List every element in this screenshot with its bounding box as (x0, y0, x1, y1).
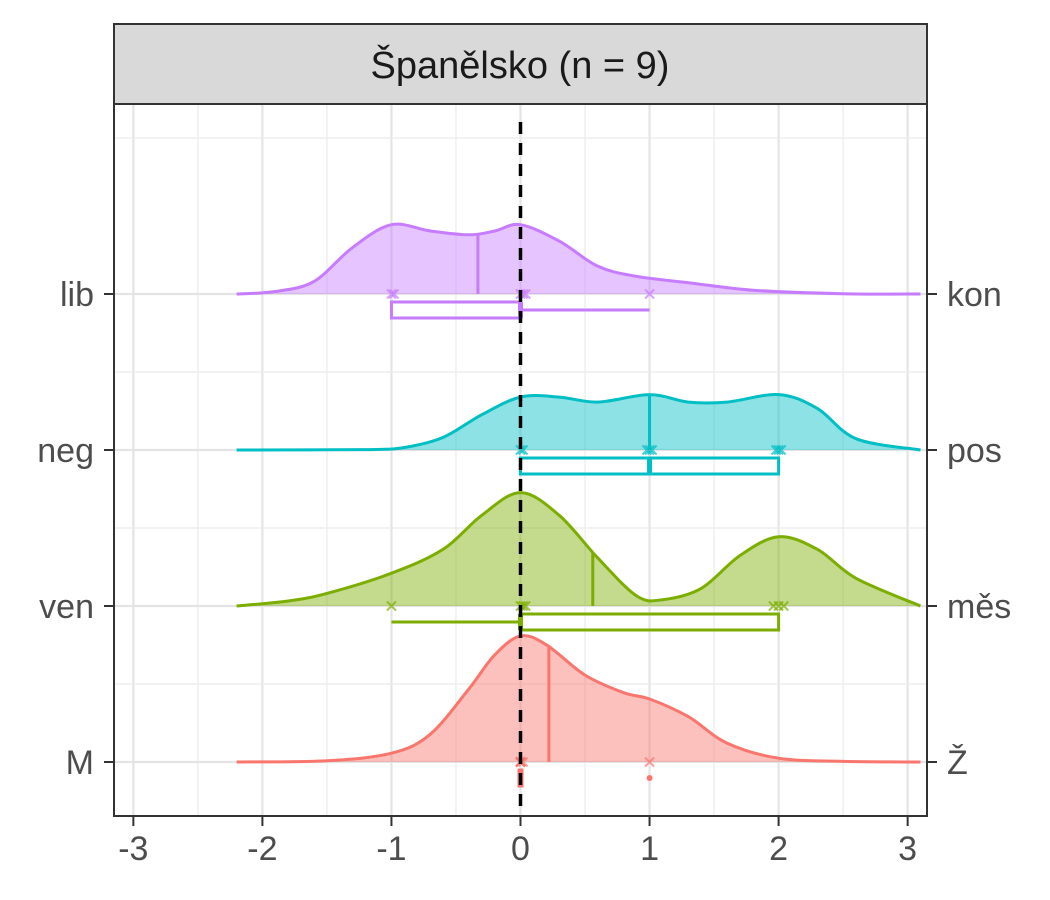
density-area (236, 394, 921, 450)
ridge-ven-měs (236, 491, 922, 632)
data-point (515, 444, 526, 456)
density-area (236, 635, 921, 762)
density-curve (236, 393, 921, 452)
x-tick-label: -1 (376, 830, 406, 868)
x-tick-label: 2 (769, 830, 788, 868)
data-point (520, 600, 531, 612)
y-tick-label-left: ven (39, 588, 94, 626)
data-point (388, 288, 400, 300)
data-point (644, 444, 655, 456)
x-tick-label: -2 (247, 830, 277, 868)
x-tick-label: 1 (640, 830, 659, 868)
data-point (778, 600, 789, 612)
y-tick-label-right: pos (947, 432, 1002, 470)
density-curve (236, 491, 922, 608)
density-curve (236, 222, 921, 296)
density-area (236, 224, 921, 295)
data-point (773, 444, 784, 456)
density-curve (236, 634, 921, 764)
data-point (386, 288, 397, 300)
boxplot-outlier (646, 775, 653, 781)
x-tick-label: 3 (898, 830, 917, 868)
data-point (644, 756, 655, 768)
x-tick-label: 0 (511, 830, 530, 868)
data-point (644, 288, 655, 300)
y-tick-label-right: kon (947, 276, 1002, 314)
y-tick-label-left: lib (60, 276, 94, 314)
data-point (520, 288, 531, 300)
data-point (646, 444, 658, 456)
y-tick-label-right: měs (947, 588, 1011, 626)
facet-strip (113, 23, 928, 105)
ridge-lib-kon (236, 222, 921, 320)
density-area (236, 492, 921, 606)
y-tick-label-left: neg (37, 432, 94, 470)
data-point (386, 600, 397, 612)
ridges (236, 222, 922, 788)
x-tick-label: -3 (118, 830, 148, 868)
data-point (775, 444, 787, 456)
y-tick-label-left: M (66, 744, 94, 782)
facet-title: Španělsko (n = 9) (371, 43, 670, 87)
y-tick-label-right: Ž (947, 744, 968, 782)
